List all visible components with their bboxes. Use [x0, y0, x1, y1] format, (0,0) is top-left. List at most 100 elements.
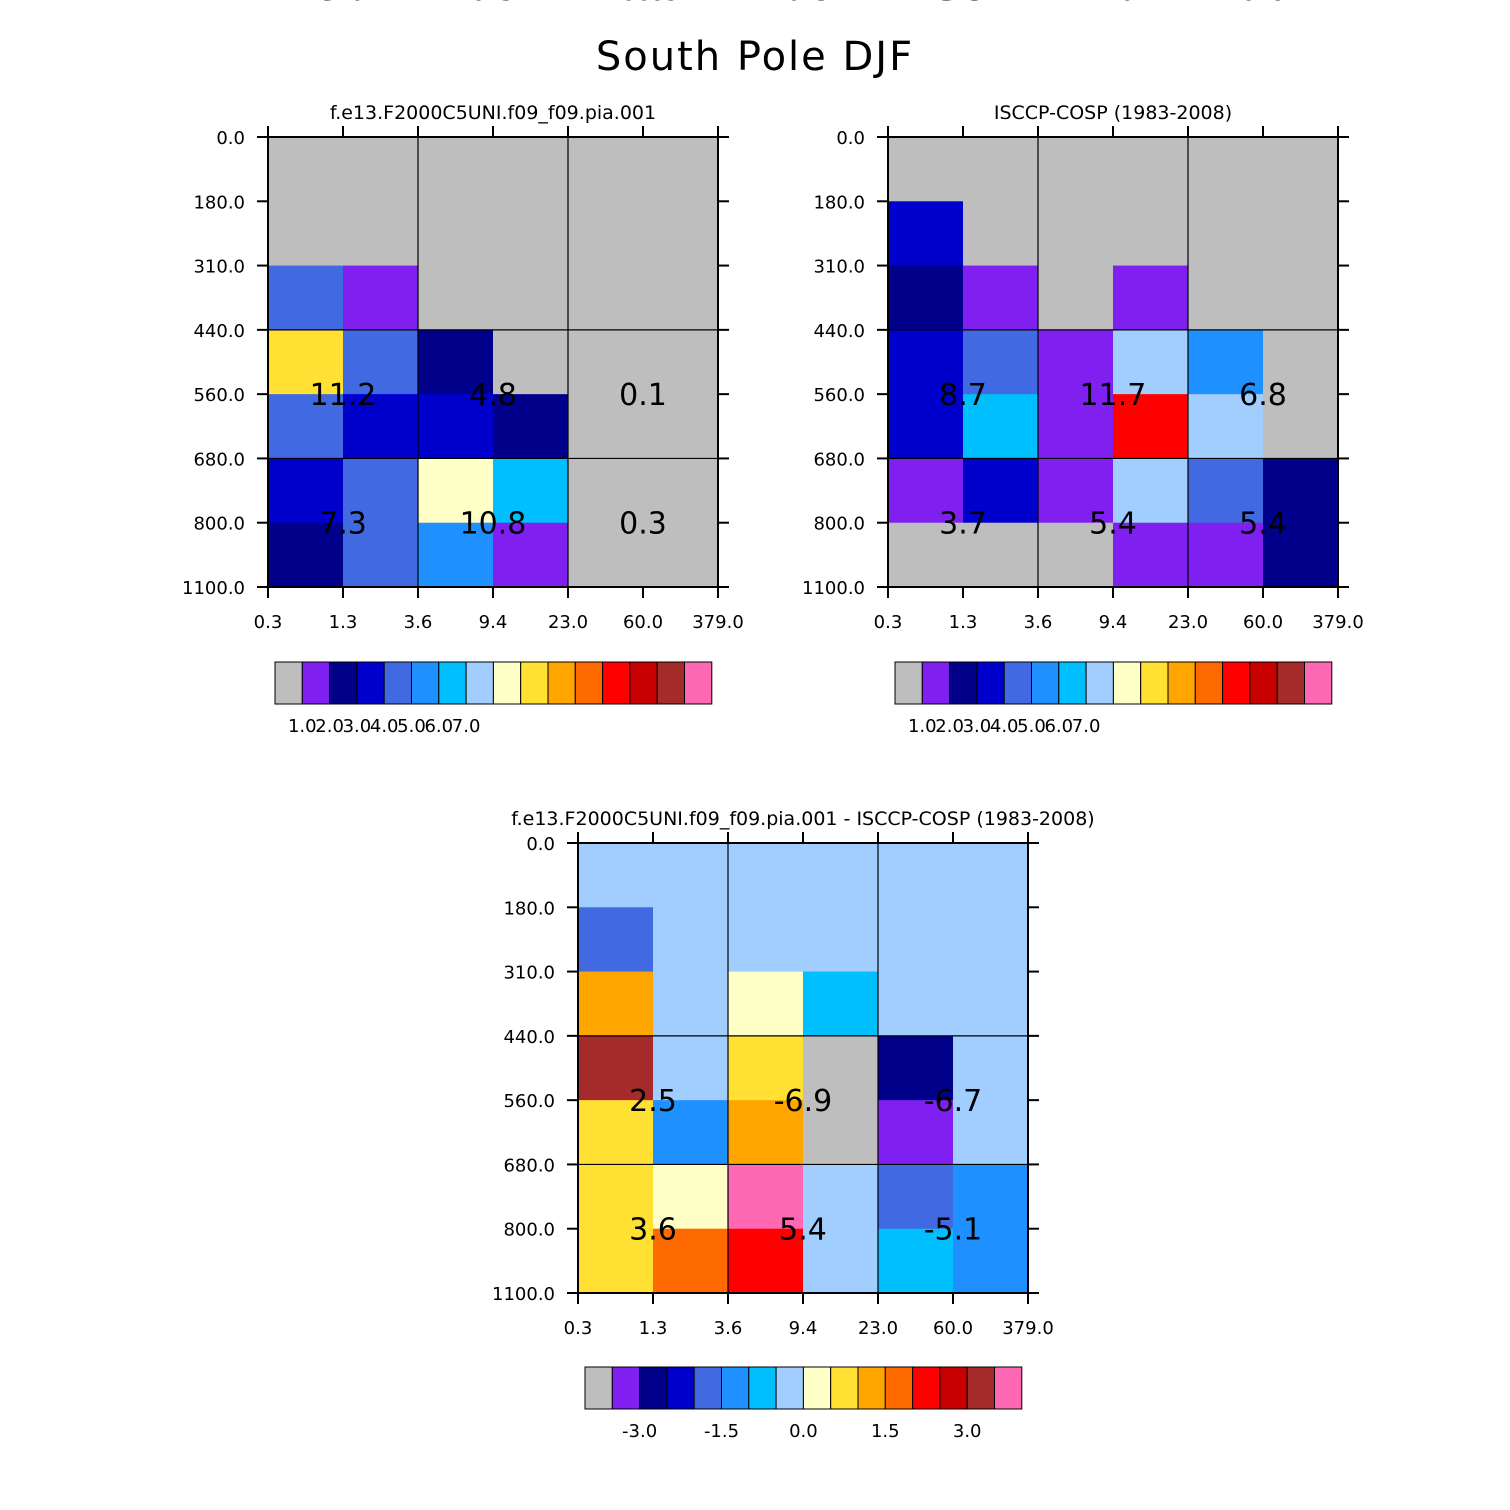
heatmap-cell — [878, 907, 954, 973]
y-tick-label: 680.0 — [503, 1155, 555, 1176]
colorbar-swatch — [602, 661, 631, 705]
colorbar-swatch — [684, 661, 713, 705]
y-tick-label: 0.0 — [216, 128, 245, 149]
heatmap-cell — [418, 394, 494, 459]
colorbar-swatch — [921, 661, 951, 705]
block-sum-label: -0.5 — [774, 0, 833, 8]
colorbar: -3.0 -1.5 0.0 1.5 3.0 — [584, 1366, 1023, 1442]
heatmap-cell — [963, 201, 1039, 267]
heatmap-cell — [493, 201, 569, 267]
heatmap-cell — [268, 394, 344, 459]
heatmap-cell — [953, 1164, 1029, 1230]
panel-2: ISCCP-COSP (1983-2008) 3.9 1.0 0.6 8.7 11.7 6.… — [802, 0, 1364, 737]
y-tick-label: 0.0 — [526, 834, 555, 855]
block-sum-label: 5.4 — [1239, 507, 1287, 542]
heatmap-cell — [343, 329, 419, 395]
colorbar-swatch — [574, 661, 604, 705]
heatmap-cell — [1188, 458, 1264, 524]
heatmap-cell — [568, 201, 644, 267]
heatmap-cell — [1038, 137, 1114, 202]
x-tick-label: 3.6 — [1024, 612, 1053, 633]
heatmap-cell — [643, 458, 719, 524]
heatmap-cell — [493, 522, 569, 588]
heatmap-cell — [728, 1228, 804, 1294]
colorbar-swatch — [949, 661, 978, 705]
block-sum-label: -5.1 — [924, 1213, 983, 1248]
heatmap-cell — [493, 458, 569, 524]
x-tick-label: 3.6 — [404, 612, 433, 633]
x-tick-label: 9.4 — [789, 1318, 818, 1339]
heatmap-cell — [728, 1100, 804, 1165]
heatmap-cell — [643, 265, 719, 331]
x-tick-label: 60.0 — [623, 612, 663, 633]
colorbar-label: 3.0 — [953, 1421, 982, 1442]
heatmap-cell — [953, 907, 1029, 973]
x-tick-label: 60.0 — [1243, 612, 1283, 633]
block-sum-label: 0.3 — [619, 507, 667, 542]
colorbar-swatch — [939, 1366, 968, 1410]
y-tick-label: 1100.0 — [182, 578, 245, 599]
heatmap-cell — [1038, 265, 1114, 331]
colorbar-label: -3.0 — [622, 1421, 657, 1442]
heatmap-cell — [653, 1035, 729, 1101]
heatmap-cell — [568, 265, 644, 331]
heatmap-cell — [418, 458, 494, 524]
colorbar-swatch — [411, 661, 440, 705]
colorbar-swatch — [629, 661, 658, 705]
x-tick-label: 0.3 — [254, 612, 283, 633]
y-tick-label: 1100.0 — [492, 1284, 555, 1305]
heatmap-cell — [343, 201, 419, 267]
colorbar-swatch — [994, 1366, 1023, 1410]
x-tick-label: 1.3 — [639, 1318, 668, 1339]
heatmap-cell — [568, 394, 644, 459]
heatmap-cell — [728, 1164, 804, 1230]
heatmap-cell — [803, 907, 879, 973]
colorbar-label: 7.0 — [1072, 716, 1101, 737]
y-tick-label: 180.0 — [813, 192, 865, 213]
heatmap-cell — [643, 329, 719, 395]
heatmap-cell — [643, 137, 719, 202]
colorbar-swatch — [857, 1366, 886, 1410]
heatmap-cell — [963, 522, 1039, 588]
heatmap-cell — [878, 843, 954, 908]
heatmap-cell — [643, 201, 719, 267]
colorbar-label: 7.0 — [452, 716, 481, 737]
heatmap-cell — [888, 329, 964, 395]
heatmap-cell — [728, 1035, 804, 1101]
heatmap-cell — [1188, 201, 1264, 267]
block-sum-label: 0.5 — [469, 0, 517, 8]
block-sum-label: 0.0 — [619, 0, 667, 8]
colorbar-label: 5.0 — [397, 716, 426, 737]
heatmap-cell — [888, 265, 964, 331]
panel-1: f.e13.F2000C5UNI.f09_f09.pia.001 3.0 0.5 0.… — [182, 0, 744, 737]
colorbar-label: 5.0 — [1017, 716, 1046, 737]
block-sum-label: -6.9 — [774, 1084, 833, 1119]
colorbar-label: 6.0 — [1044, 716, 1073, 737]
colorbar-swatch — [666, 1366, 695, 1410]
x-tick-label: 1.3 — [329, 612, 358, 633]
colorbar-swatch — [830, 1366, 859, 1410]
heatmap-cell — [953, 1035, 1029, 1101]
heatmap-cell — [1263, 522, 1339, 588]
colorbar-swatch — [748, 1366, 777, 1410]
colorbar-swatch — [1112, 661, 1142, 705]
colorbar-label: 4.0 — [990, 716, 1019, 737]
x-tick-label: 60.0 — [933, 1318, 973, 1339]
heatmap-cell — [343, 265, 419, 331]
y-tick-label: 680.0 — [813, 449, 865, 470]
colorbar-swatch — [1003, 661, 1033, 705]
x-tick-label: 1.3 — [949, 612, 978, 633]
heatmap-cell — [578, 1100, 654, 1165]
colorbar-swatch — [775, 1366, 804, 1410]
colorbar-swatch — [802, 1366, 832, 1410]
heatmap-cell — [963, 329, 1039, 395]
y-tick-label: 440.0 — [193, 321, 245, 342]
heatmap-cell — [963, 137, 1039, 202]
x-tick-label: 379.0 — [1312, 612, 1364, 633]
heatmap-cell — [963, 394, 1039, 459]
heatmap-cell — [1263, 137, 1339, 202]
figure-title: South Pole DJF — [596, 34, 914, 80]
colorbar-label: -1.5 — [704, 1421, 739, 1442]
block-sum-label: 10.8 — [460, 507, 527, 542]
